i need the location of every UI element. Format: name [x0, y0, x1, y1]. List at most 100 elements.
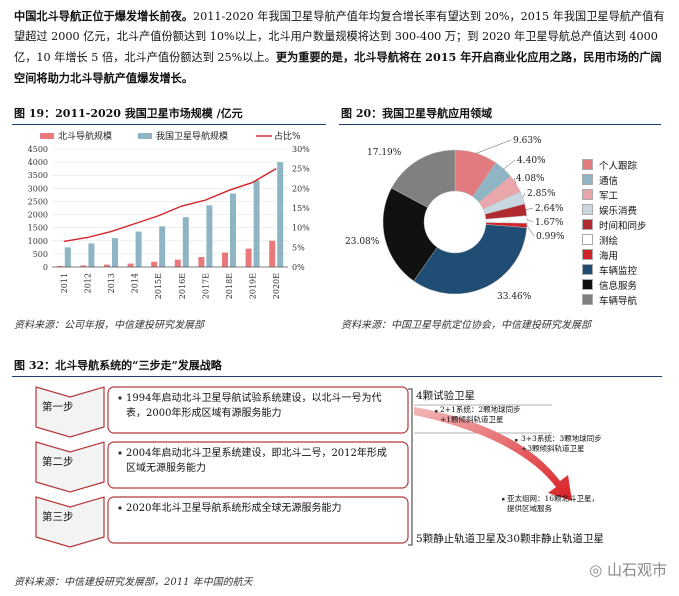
fig20-legend-swatch — [582, 189, 593, 200]
fig19-ytick-label: 2000 — [28, 211, 48, 220]
fig20-legend-label: 个人跟踪 — [599, 160, 638, 172]
fig20-legend-swatch — [582, 294, 593, 305]
intro-bold-lead: 中国北斗导航正位于爆发增长前夜。 — [14, 9, 194, 23]
step1-label: 第一步 — [42, 401, 74, 413]
fig20-legend-item: 车辆导航 — [582, 292, 674, 307]
fig20-leader-line — [513, 177, 517, 184]
fig19-bar-china — [182, 217, 189, 267]
fig20-legend-label: 信息服务 — [599, 280, 638, 292]
fig19-xtick-label: 2013 — [107, 273, 116, 293]
fig19-bar-beidou — [151, 261, 158, 267]
fig20-value-label: 2.64% — [535, 204, 564, 214]
fig20-value-label: 4.40% — [517, 156, 546, 166]
fig19-legend: 北斗导航规模 我国卫星导航规模 占比% — [40, 130, 301, 142]
fig32-sub-b: 3+3系统：3颗地球同步 +3颗倾斜轨道卫星 — [521, 434, 602, 454]
fig19-bar-china — [277, 162, 284, 267]
fig20-leader-line — [526, 219, 534, 223]
fig20-legend-item: 测绘 — [582, 232, 674, 247]
fig19-ytick-label: 2500 — [28, 197, 48, 206]
fig19-ytick-label: 0 — [43, 263, 48, 272]
fig20-value-label: 33.46% — [497, 292, 532, 302]
fig20-legend-item: 时间和同步 — [582, 217, 674, 232]
fig20-slice — [391, 149, 456, 208]
step3-box — [107, 496, 409, 544]
fig32-sub-a2: +1颗倾斜轨道卫星 — [440, 415, 504, 424]
fig19-bar-chart: 0 500 1000 1500 2000 2500 3000 3500 4000 4500 0% 5%… — [28, 130, 311, 299]
fig20-value-label: 17.19% — [367, 148, 402, 158]
step2-label: 第二步 — [42, 456, 74, 468]
fig32-sub-c2: 提供区域服务 — [507, 504, 552, 513]
fig19-bar-beidou — [222, 252, 228, 267]
fig19-y2tick-label: 15% — [292, 204, 310, 213]
fig19-bar-beidou — [198, 257, 205, 267]
fig19-title: 图 19：2011-2020 我国卫星市场规模 /亿元 — [14, 107, 243, 120]
fig32-sub-a: 2+1系统：2颗地球同步 +1颗倾斜轨道卫星 — [440, 405, 521, 425]
fig20-leader-line — [525, 207, 534, 211]
fig32-rule — [12, 376, 662, 377]
fig19-bar-beidou — [80, 265, 87, 267]
fig32-title: 图 32：北斗导航系统的“三步走”发展战略 — [14, 359, 222, 372]
fig19-legend-label: 北斗导航规模 — [58, 130, 112, 142]
fig20-legend-label: 时间和同步 — [599, 220, 647, 232]
fig20-value-label: 0.99% — [536, 232, 565, 242]
fig19-y2tick-label: 25% — [292, 165, 310, 174]
fig32-sub-c1: 亚太组网：16颗北斗卫星， — [507, 494, 600, 503]
fig19-xtick-label: 2017E — [201, 273, 210, 299]
fig32-sub-a1: 2+1系统：2颗地球同步 — [440, 405, 521, 414]
fig20-value-label: 2.85% — [527, 189, 556, 199]
fig20-legend-label: 军工 — [599, 190, 619, 202]
fig19-ytick-label: 4500 — [28, 145, 48, 154]
fig19-y2tick-label: 30% — [292, 145, 310, 154]
fig19-rule — [12, 124, 326, 125]
fig20-legend-swatch — [582, 279, 593, 290]
fig19-share-line — [63, 168, 277, 243]
watermark-text: 山石观市 — [606, 561, 667, 579]
fig32-bottom-label: 5颗静止轨道卫星及30颗非静止轨道卫星 — [416, 533, 605, 545]
fig20-legend-item: 车辆监控 — [582, 262, 674, 277]
step3-text: 2020年北斗卫星导航系统形成全球无源服务能力 — [126, 503, 342, 514]
fig20-donut-chart: 9.63% 4.40% 4.08% 2.85% 2.64% 1.67% 0.99% 33.46… — [345, 136, 565, 302]
step1-text: 1994年启动北斗卫星导航试验系统建设，以北斗一号为代表，2000年形成区域有源… — [126, 393, 382, 419]
step2-box — [107, 441, 409, 489]
wechat-icon: ◎ — [589, 561, 607, 579]
intro-bold-tail: 更为重要的是，北斗导航将在 2015 年开启商业化应用之路，民用市场的广阔空间将… — [14, 50, 662, 85]
fig19-bar-beidou — [56, 265, 63, 267]
fig20-legend-label: 车辆监控 — [599, 265, 638, 277]
fig20-leader-line — [522, 192, 526, 198]
fig19-xtick-label: 2012 — [83, 273, 92, 293]
fig19-xtick-label: 2020E — [272, 273, 281, 299]
fig19-xtick-label: 2014 — [131, 273, 140, 293]
fig20-legend-swatch — [582, 174, 593, 185]
fig20-legend-item: 军工 — [582, 187, 674, 202]
fig20-source: 资料来源：中国卫星导航定位协会，中信建投研究发展部 — [341, 320, 591, 331]
fig19-bar-beidou — [127, 263, 134, 267]
step3-chevron — [35, 496, 105, 548]
fig19-bar-china — [253, 180, 260, 267]
fig19-bar-china — [135, 231, 142, 267]
fig19-ytick-label: 3000 — [28, 184, 48, 193]
growth-arrow — [414, 407, 572, 501]
fig20-value-label: 4.08% — [516, 174, 545, 184]
fig20-rule — [339, 124, 661, 125]
fig19-legend-swatch — [138, 133, 152, 139]
step1-chevron — [35, 386, 105, 438]
fig19-ytick-label: 500 — [33, 250, 48, 259]
step1-box — [107, 386, 409, 434]
fig19-ytick-label: 1000 — [28, 237, 48, 246]
fig19-y2tick-label: 0% — [292, 263, 305, 272]
fig20-legend-item: 娱乐消费 — [582, 202, 674, 217]
fig19-xtick-label: 2016E — [178, 273, 187, 299]
step3-label: 第三步 — [42, 511, 74, 523]
fig20-legend-label: 通信 — [599, 175, 619, 187]
fig20-legend-swatch — [582, 234, 593, 245]
fig19-legend-swatch — [40, 133, 54, 139]
fig19-y2tick-label: 10% — [292, 224, 310, 233]
fig19-bar-beidou — [174, 259, 181, 267]
fig19-bar-china — [112, 238, 118, 267]
fig32-diagram — [35, 386, 572, 548]
fig20-slice — [382, 187, 438, 282]
fig20-value-label: 9.63% — [513, 136, 542, 146]
fig19-ytick-label: 4000 — [28, 158, 48, 167]
fig19-xtick-label: 2019E — [249, 273, 258, 299]
fig20-legend-label: 娱乐消费 — [599, 205, 638, 217]
